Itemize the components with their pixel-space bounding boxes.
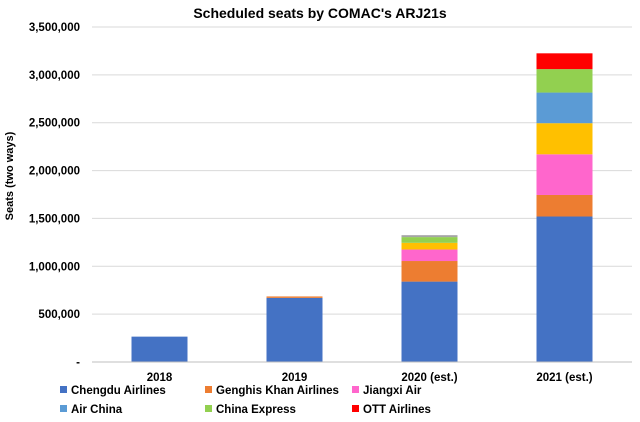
bar-segment bbox=[131, 336, 188, 362]
legend-label: OTT Airlines bbox=[363, 404, 431, 416]
bar-segment bbox=[536, 216, 593, 362]
y-axis-ticks: - 500,000 1,000,000 1,500,000 2,000,000 2,500… bbox=[29, 22, 80, 369]
bar-segment bbox=[266, 296, 323, 298]
y-tick-label: - bbox=[76, 357, 80, 369]
legend-swatch bbox=[352, 386, 359, 393]
y-tick-label: 1,500,000 bbox=[29, 213, 80, 225]
y-tick-label: 2,000,000 bbox=[29, 166, 80, 178]
bars bbox=[131, 53, 593, 362]
legend-label: Genghis Khan Airlines bbox=[216, 385, 339, 397]
bar-segment bbox=[536, 53, 593, 70]
x-axis-ticks: 2018 2019 2020 (est.) 2021 (est.) bbox=[147, 372, 593, 384]
y-tick-label: 3,000,000 bbox=[29, 70, 80, 82]
legend: Chengdu Airlines Genghis Khan Airlines Jia… bbox=[60, 385, 431, 416]
bar-segment bbox=[401, 237, 458, 243]
gridlines bbox=[92, 26, 632, 315]
legend-label: China Express bbox=[216, 404, 296, 416]
bar-segment bbox=[536, 92, 593, 124]
bar-segment bbox=[266, 297, 323, 362]
bar-segment-unlabeled bbox=[536, 123, 593, 155]
bar-segment bbox=[536, 194, 593, 217]
bar-segment bbox=[401, 281, 458, 362]
bar-segment-unlabeled bbox=[401, 242, 458, 250]
bar-segment-unlabeled bbox=[401, 235, 458, 238]
y-tick-label: 500,000 bbox=[38, 309, 80, 321]
legend-swatch bbox=[352, 405, 359, 412]
bar-segment bbox=[401, 261, 458, 282]
legend-label: Jiangxi Air bbox=[363, 385, 422, 397]
y-tick-label: 1,000,000 bbox=[29, 261, 80, 273]
legend-swatch bbox=[205, 386, 212, 393]
x-tick-label: 2018 bbox=[147, 372, 173, 384]
x-tick-label: 2019 bbox=[282, 372, 308, 384]
y-axis-label: Seats (two ways) bbox=[4, 131, 16, 220]
x-tick-label: 2020 (est.) bbox=[401, 372, 457, 384]
legend-label: Air China bbox=[71, 404, 123, 416]
chart-title: Scheduled seats by COMAC's ARJ21s bbox=[193, 5, 447, 21]
bar-segment bbox=[536, 69, 593, 93]
y-tick-label: 3,500,000 bbox=[29, 22, 80, 34]
legend-swatch bbox=[60, 405, 67, 412]
y-tick-label: 2,500,000 bbox=[29, 118, 80, 130]
legend-label: Chengdu Airlines bbox=[71, 385, 166, 397]
legend-swatch bbox=[60, 386, 67, 393]
bar-segment bbox=[536, 154, 593, 195]
bar-segment bbox=[401, 249, 458, 262]
legend-swatch bbox=[205, 405, 212, 412]
x-tick-label: 2021 (est.) bbox=[536, 372, 592, 384]
